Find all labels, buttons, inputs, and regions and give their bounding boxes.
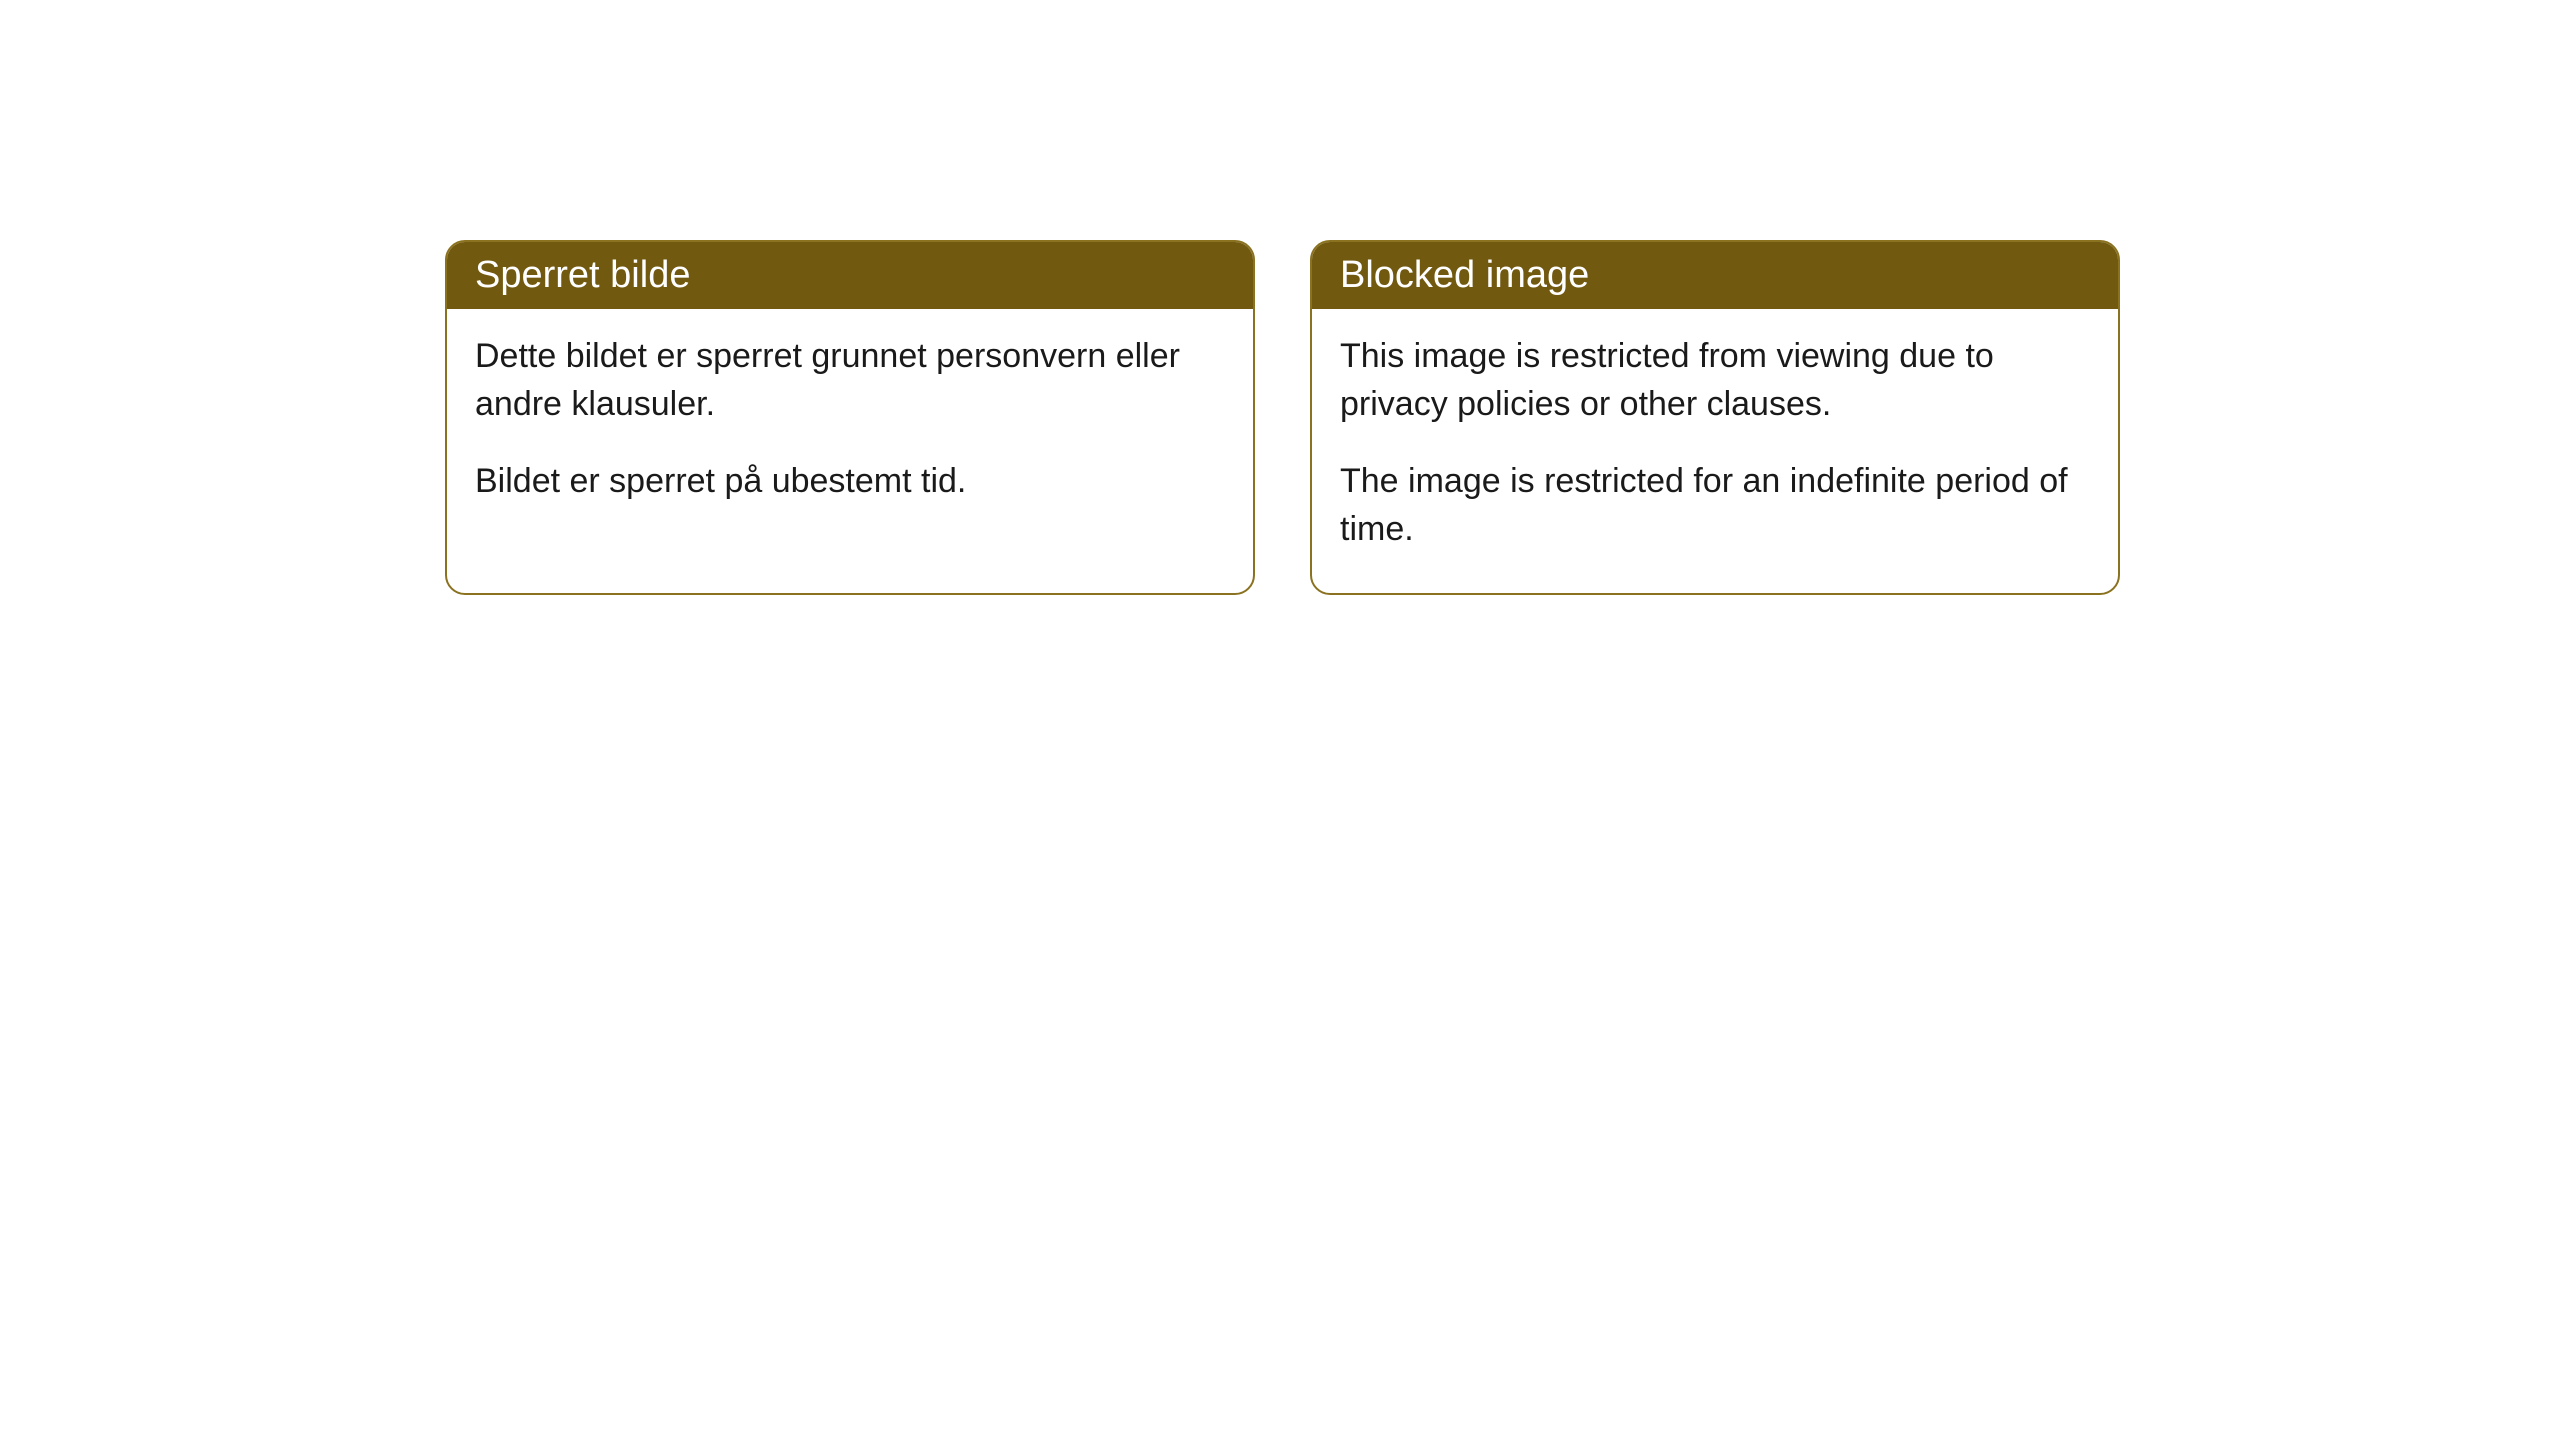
- blocked-image-card-norwegian: Sperret bilde Dette bildet er sperret gr…: [445, 240, 1255, 595]
- card-paragraph-1: Dette bildet er sperret grunnet personve…: [475, 333, 1225, 428]
- blocked-image-card-english: Blocked image This image is restricted f…: [1310, 240, 2120, 595]
- card-paragraph-1: This image is restricted from viewing du…: [1340, 333, 2090, 428]
- card-header-english: Blocked image: [1312, 242, 2118, 309]
- card-body-english: This image is restricted from viewing du…: [1312, 309, 2118, 593]
- card-paragraph-2: The image is restricted for an indefinit…: [1340, 458, 2090, 553]
- card-title: Blocked image: [1340, 254, 1589, 296]
- card-body-norwegian: Dette bildet er sperret grunnet personve…: [447, 309, 1253, 546]
- card-header-norwegian: Sperret bilde: [447, 242, 1253, 309]
- card-paragraph-2: Bildet er sperret på ubestemt tid.: [475, 458, 1225, 506]
- cards-container: Sperret bilde Dette bildet er sperret gr…: [0, 0, 2560, 595]
- card-title: Sperret bilde: [475, 254, 690, 296]
